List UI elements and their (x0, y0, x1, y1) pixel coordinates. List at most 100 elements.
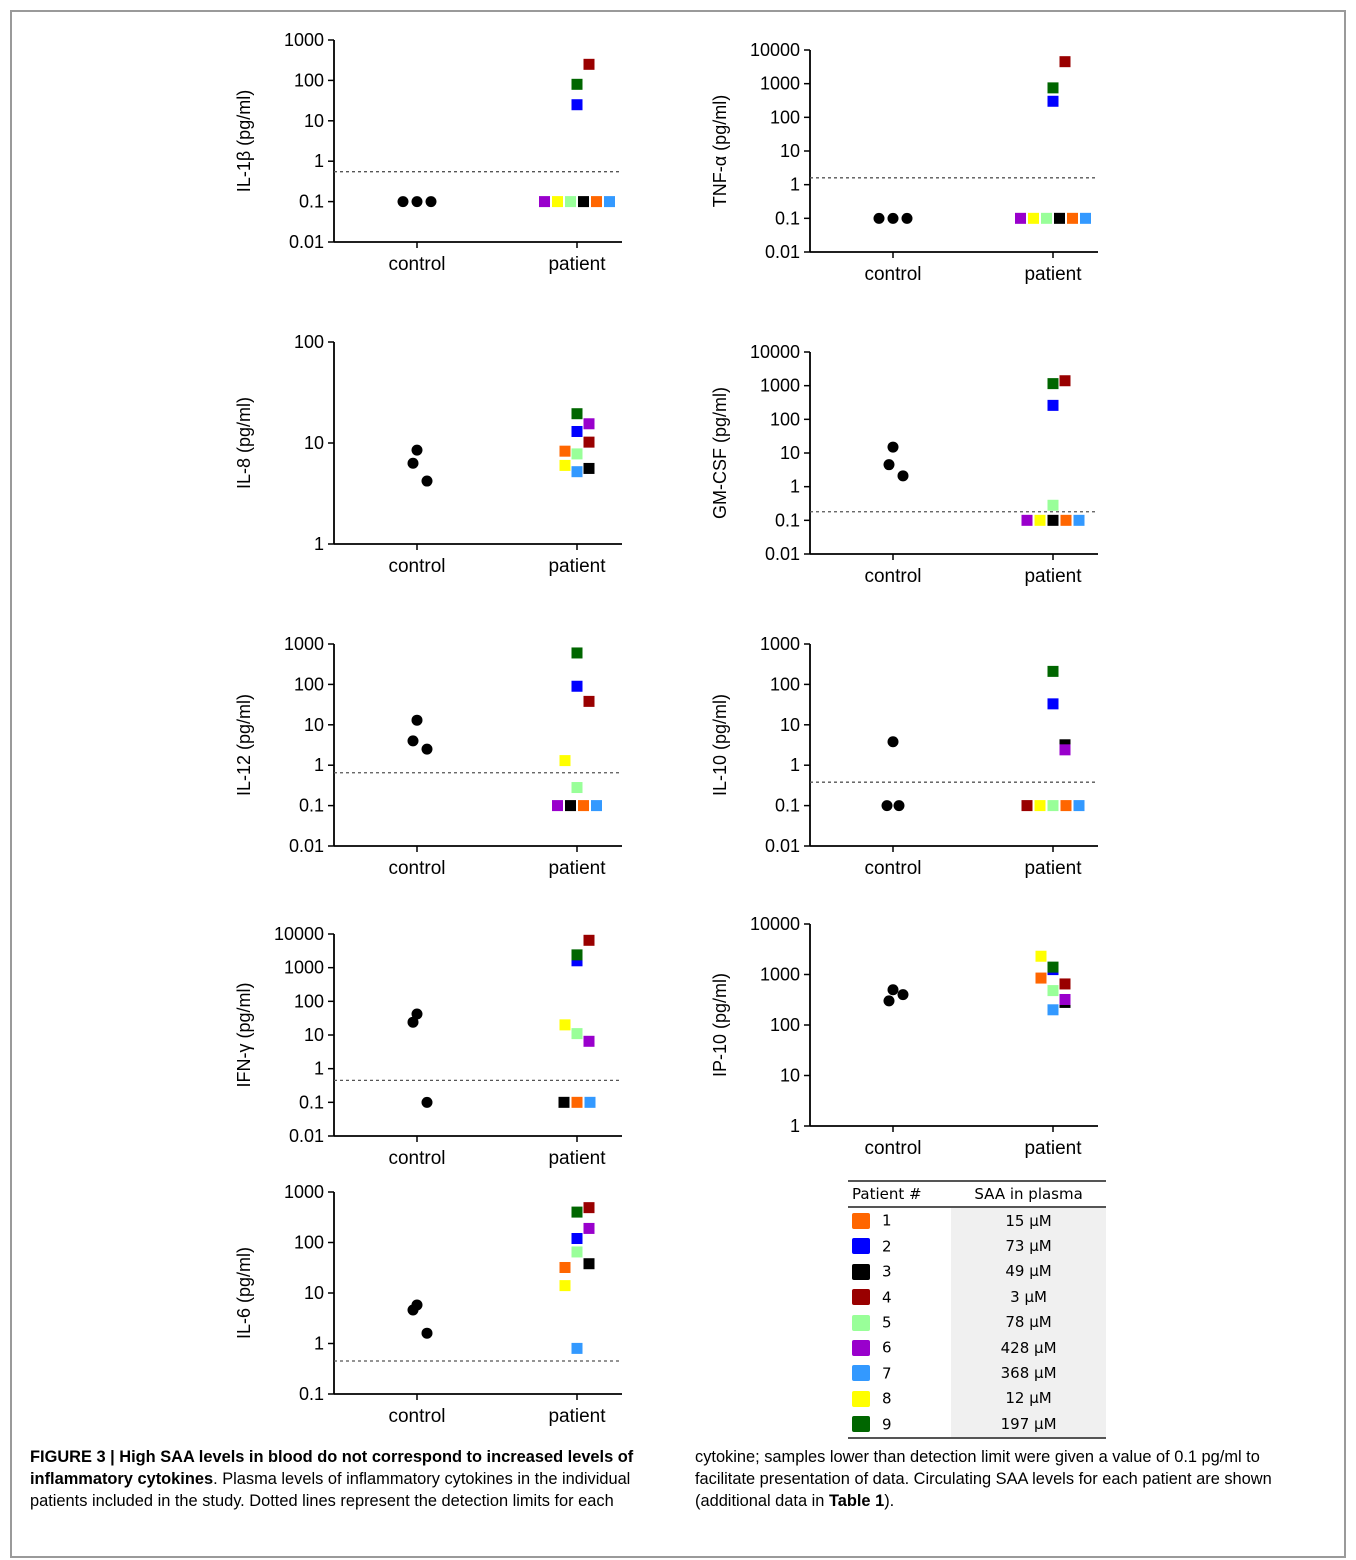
patient-point (571, 949, 583, 961)
patient-point (565, 800, 576, 812)
patient-number: 2 (882, 1237, 892, 1256)
patient-point (559, 755, 571, 767)
chart-il12: 0.01 0.1 1 10 100 1000 control patient IL-12 (pg… (222, 632, 642, 882)
y-tick-label: 100 (294, 70, 324, 90)
x-tick-label: control (388, 858, 445, 879)
y-axis-label: TNF-α (pg/ml) (710, 95, 730, 207)
patient-point (583, 462, 595, 474)
patient-point (578, 800, 589, 812)
y-tick-label: 0.01 (289, 1126, 324, 1146)
control-point (407, 457, 419, 469)
patient-number: 1 (882, 1211, 892, 1230)
chart-svg: 0.01 0.1 1 10 100 1000 control patient IL-12 (pg… (234, 634, 622, 879)
patient-point (571, 1028, 583, 1040)
control-point (407, 1016, 419, 1028)
color-swatch (852, 1365, 870, 1382)
y-tick-label: 10 (780, 715, 800, 735)
patient-point (583, 58, 595, 70)
y-tick-label: 1 (314, 151, 324, 171)
y-tick-label: 100 (294, 1233, 324, 1253)
chart-ip10: 1 10 100 1000 10000 control patient IP-10 (pg/m… (698, 912, 1118, 1162)
patient-point (1060, 514, 1072, 526)
y-tick-label: 10000 (750, 342, 800, 362)
patient-number: 4 (882, 1288, 892, 1307)
patient-number: 3 (882, 1262, 892, 1281)
y-tick-label: 1000 (284, 958, 324, 978)
patient-point (1073, 800, 1085, 812)
patient-point (571, 1233, 583, 1245)
chart-tnfa: 0.01 0.1 1 10 100 1000 10000 control patient TNF-… (698, 38, 1118, 288)
y-tick-label: 100 (770, 1015, 800, 1035)
control-point (887, 736, 899, 748)
figure-frame (10, 10, 1346, 1558)
patient-point (559, 459, 571, 471)
y-axis-label: IL-8 (pg/ml) (234, 397, 254, 489)
patient-point (539, 196, 550, 208)
y-tick-label: 1 (314, 1334, 324, 1354)
legend-patient-cell: 9 (848, 1411, 952, 1439)
patient-point (1021, 800, 1033, 812)
legend-row: 3 49 µM (848, 1258, 1106, 1285)
y-tick-label: 1 (790, 1116, 800, 1136)
patient-point (571, 1342, 583, 1354)
patient-point (604, 196, 615, 208)
y-tick-label: 1 (790, 175, 800, 195)
y-tick-label: 100 (294, 674, 324, 694)
control-point (421, 743, 433, 755)
x-tick-label: patient (548, 254, 606, 275)
y-axis-label: IL-10 (pg/ml) (710, 694, 730, 796)
patient-point (1047, 82, 1059, 94)
patient-point (571, 78, 583, 90)
y-tick-label: 1 (790, 755, 800, 775)
chart-svg: 0.01 0.1 1 10 100 1000 10000 control patient TNF-… (710, 40, 1098, 285)
x-tick-label: patient (1024, 858, 1082, 879)
patient-point (571, 99, 583, 111)
x-tick-label: control (388, 1406, 445, 1427)
caption-text-1: . Plasma levels of inflammatory cytokine… (30, 1448, 1272, 1510)
legend-patient-cell: 5 (848, 1309, 952, 1335)
figure-caption: FIGURE 3 | High SAA levels in blood do n… (30, 1446, 1324, 1546)
patient-point (571, 448, 583, 460)
control-point (873, 212, 885, 224)
patient-point (583, 934, 595, 946)
color-swatch (852, 1314, 870, 1331)
legend-patient-cell: 1 (848, 1207, 952, 1234)
legend-row: 6 428 µM (848, 1334, 1106, 1361)
chart-il8: 1 10 100 control patient IL-8 (pg/ml) (222, 330, 642, 580)
y-tick-label: 0.1 (299, 1384, 324, 1404)
legend-header-patient: Patient # (848, 1180, 952, 1208)
y-tick-label: 10 (780, 141, 800, 161)
patient-point (1059, 56, 1071, 68)
saa-value: 73 µM (951, 1233, 1106, 1259)
patient-point (1059, 744, 1071, 756)
patient-point (584, 1096, 596, 1108)
y-tick-label: 100 (770, 674, 800, 694)
control-point (397, 196, 409, 208)
legend-patient-cell: 7 (848, 1360, 952, 1386)
y-tick-label: 1000 (284, 30, 324, 50)
legend-row: 5 78 µM (848, 1309, 1106, 1335)
control-point (411, 444, 423, 456)
control-point (887, 441, 899, 453)
legend-row: 7 368 µM (848, 1360, 1106, 1386)
y-tick-label: 10000 (750, 40, 800, 60)
saa-value: 3 µM (951, 1284, 1106, 1310)
y-tick-label: 100 (770, 409, 800, 429)
y-tick-label: 1 (314, 534, 324, 554)
y-tick-label: 1 (314, 755, 324, 775)
chart-ifng: 0.01 0.1 1 10 100 1000 10000 control patient IFN-… (222, 922, 642, 1172)
patient-point (571, 1096, 583, 1108)
patient-point (559, 1280, 571, 1292)
legend-row: 1 15 µM (848, 1207, 1106, 1234)
control-point (883, 459, 895, 471)
chart-svg: 0.1 1 10 100 1000 control patient IL-6 (pg/ml) (234, 1182, 622, 1427)
patient-point (571, 425, 583, 437)
patient-point (1035, 972, 1047, 984)
control-point (421, 1327, 433, 1339)
y-tick-label: 1 (314, 1059, 324, 1079)
y-tick-label: 0.01 (289, 232, 324, 252)
x-tick-label: patient (548, 1148, 606, 1169)
x-tick-label: patient (548, 556, 606, 577)
y-tick-label: 1000 (760, 376, 800, 396)
y-axis-label: IL-6 (pg/ml) (234, 1247, 254, 1339)
